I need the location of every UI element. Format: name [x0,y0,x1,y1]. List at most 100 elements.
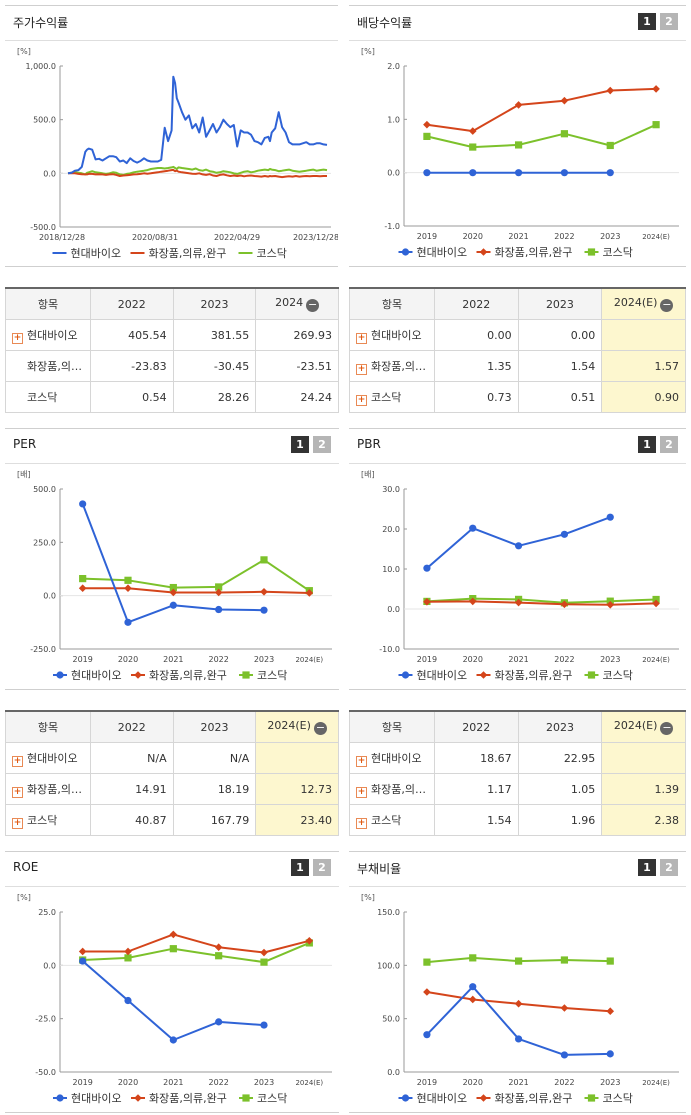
header-item: 항목 [5,287,91,320]
series-line [67,75,328,175]
x-tick-label: 2023/12/28 [293,233,338,242]
data-point [606,957,614,965]
page-1-button[interactable]: 1 [638,13,656,30]
y-tick-label: 0.0 [387,169,400,178]
page-1-button[interactable]: 1 [291,859,309,876]
y-tick-label: 500.0 [33,485,56,494]
data-point [469,954,477,962]
collapse-icon[interactable]: − [306,298,320,312]
expand-icon[interactable]: + [356,817,367,829]
data-point [606,1050,614,1058]
series-line [68,168,327,179]
per-table: 항목 2022 2023 2024(E) − + 현대바이오 N/A N/A + 화장품… [5,710,339,836]
pbr-panel: PBR 1 2 [배] 30.0 20.0 10.0 0.0 -10.0 2019 2020 2… [349,428,686,690]
x-tick-label: 2019 [417,1078,437,1087]
data-point [606,169,614,177]
page-1-button[interactable]: 1 [291,436,309,453]
x-tick-label: 2018/12/28 [39,233,85,242]
page-2-button[interactable]: 2 [313,859,331,876]
series-line [426,600,657,606]
y-tick-label: 250.0 [33,538,56,547]
data-point [514,542,523,550]
legend-marker [479,671,488,679]
data-point [260,556,268,564]
legend-label: 화장품,의류,완구 [149,669,227,682]
y-tick-label: 0.0 [43,961,56,970]
page-1-button[interactable]: 1 [638,436,656,453]
legend-label: 현대바이오 [71,669,122,682]
data-point [169,930,178,939]
legend-marker [56,671,64,679]
data-point [469,143,477,151]
data-point [260,606,268,614]
data-point [606,601,615,609]
x-tick-label: 2019 [417,655,437,664]
x-tick-label: 2022 [208,655,228,664]
legend-label: 화장품,의류,완구 [149,247,227,260]
data-point [423,120,431,129]
data-point [514,957,523,965]
data-point [124,584,132,592]
series-line [67,165,328,176]
collapse-icon[interactable]: − [660,298,674,312]
series-line [426,87,657,133]
expand-icon[interactable]: + [12,817,23,829]
data-point [423,1031,431,1039]
expand-icon[interactable]: + [356,755,367,767]
header-2024e: 2024(E) − [601,287,686,320]
legend-marker [587,671,596,679]
table-row: + 코스닥 1.54 1.96 2.38 [349,804,686,836]
data-point [305,937,314,945]
data-point [560,1004,569,1012]
data-point [423,169,431,177]
data-point [560,1051,569,1059]
expand-icon[interactable]: + [356,394,367,406]
legend-marker [479,1094,488,1102]
expand-icon[interactable]: + [12,332,23,344]
expand-icon[interactable]: + [356,363,367,375]
y-tick-label: -250.0 [30,645,56,654]
data-point [469,983,477,991]
data-point [468,597,477,606]
page-2-button[interactable]: 2 [660,13,678,30]
data-point [514,141,523,149]
x-tick-label: 2024(E) [642,656,670,664]
table-row: + 현대바이오 405.54 381.55 269.93 [5,319,339,351]
dividend-table: 항목 2022 2023 2024(E) − + 현대바이오 0.00 0.00 + 화… [349,287,686,413]
data-point [560,956,569,964]
data-point [423,564,431,572]
page-2-button[interactable]: 2 [660,436,678,453]
data-point [260,948,268,957]
roe-panel: ROE 1 2 [%] 25.0 0.0 -25.0 -50.0 2019 2020 2021… [5,851,339,1113]
unit-label: [배] [361,470,375,479]
data-point [469,524,477,532]
y-tick-label: 0.0 [387,605,400,614]
expand-icon[interactable]: + [356,332,367,344]
page-2-button[interactable]: 2 [313,436,331,453]
table-row: + 화장품,의… 14.91 18.19 12.73 [5,773,339,805]
collapse-icon[interactable]: − [313,721,327,735]
y-tick-label: -1.0 [384,222,400,231]
expand-icon[interactable]: + [12,786,23,798]
y-tick-label: 50.0 [382,1015,400,1024]
page-1-button[interactable]: 1 [638,859,656,876]
unit-label: [%] [361,47,375,56]
legend-label: 화장품,의류,완구 [495,669,573,682]
data-point [78,947,87,956]
legend-label: 현대바이오 [71,1092,122,1105]
expand-icon[interactable]: + [356,786,367,798]
legend-marker [587,1094,596,1102]
x-tick-label: 2020 [118,1078,138,1087]
panel-title: 주가수익률 [13,16,69,30]
expand-icon[interactable]: + [12,755,23,767]
data-point [606,513,614,521]
collapse-icon[interactable]: − [660,721,674,735]
header-2024e: 2024(E) − [255,710,339,743]
y-tick-label: -25.0 [35,1015,56,1024]
table-row: + 현대바이오 18.67 22.95 [349,742,686,774]
y-tick-label: 0.0 [387,1068,400,1077]
legend-marker [401,1094,410,1102]
page-2-button[interactable]: 2 [660,859,678,876]
y-tick-label: -500.0 [30,223,56,232]
